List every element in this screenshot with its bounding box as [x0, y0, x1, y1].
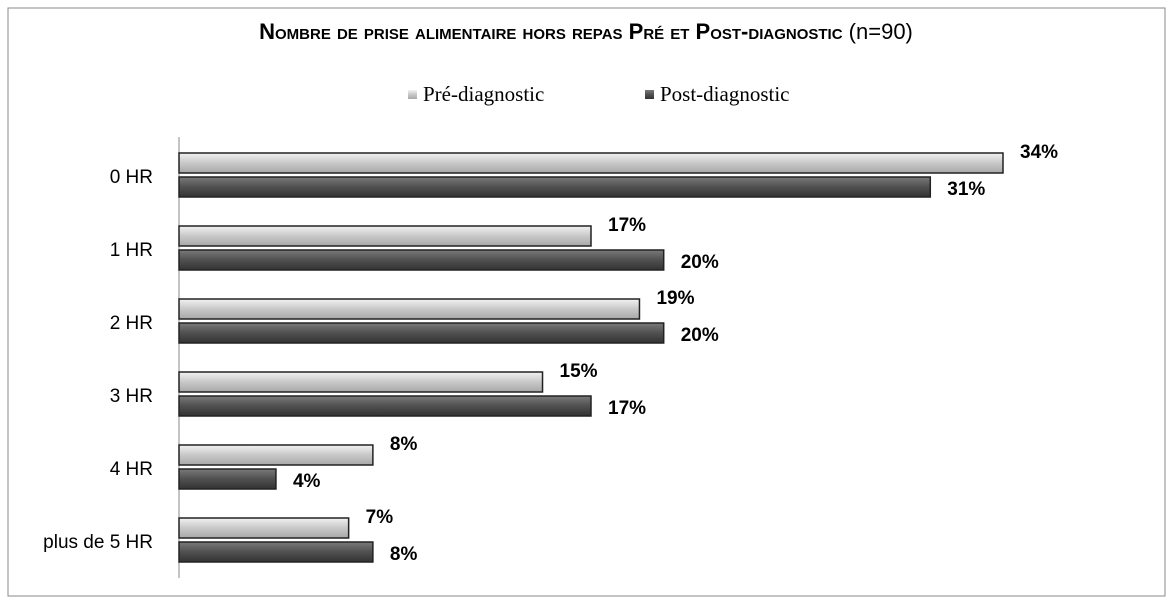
- data-label: 20%: [681, 325, 719, 346]
- data-label: 17%: [608, 398, 646, 419]
- bar: [178, 176, 932, 198]
- bar: [178, 468, 277, 490]
- bar: [178, 298, 641, 320]
- data-label: 19%: [656, 288, 694, 309]
- data-label: 8%: [390, 544, 418, 565]
- bar: [178, 322, 665, 344]
- bar: [178, 541, 374, 563]
- data-label: 4%: [293, 471, 321, 492]
- data-label: 20%: [681, 252, 719, 273]
- legend-label: Pré-diagnostic: [423, 82, 544, 106]
- data-label: 31%: [947, 179, 985, 200]
- legend-label: Post-diagnostic: [660, 82, 790, 106]
- y-tick-label: 0 HR: [110, 167, 153, 188]
- legend-swatch: [408, 90, 417, 99]
- data-label: 8%: [390, 434, 418, 455]
- bar: [178, 225, 592, 247]
- bar: [178, 517, 350, 539]
- legend-swatch: [645, 90, 654, 99]
- bar: [178, 395, 592, 417]
- y-tick-label: 2 HR: [110, 313, 153, 334]
- data-label: 15%: [560, 361, 598, 382]
- bar: [178, 444, 374, 466]
- bar: [178, 152, 1004, 174]
- title-note: (n=90): [849, 19, 913, 44]
- chart-title: Nombre de prise alimentaire hors repas P…: [259, 19, 913, 44]
- y-tick-label: 3 HR: [110, 386, 153, 407]
- bar: [178, 249, 665, 271]
- y-tick-label: 1 HR: [110, 240, 153, 261]
- data-label: 7%: [366, 507, 394, 528]
- y-tick-label: plus de 5 HR: [43, 532, 153, 553]
- title-main: Nombre de prise alimentaire hors repas P…: [259, 19, 843, 44]
- bar: [178, 371, 544, 393]
- y-tick-label: 4 HR: [110, 459, 153, 480]
- data-label: 17%: [608, 215, 646, 236]
- data-label: 34%: [1020, 142, 1058, 163]
